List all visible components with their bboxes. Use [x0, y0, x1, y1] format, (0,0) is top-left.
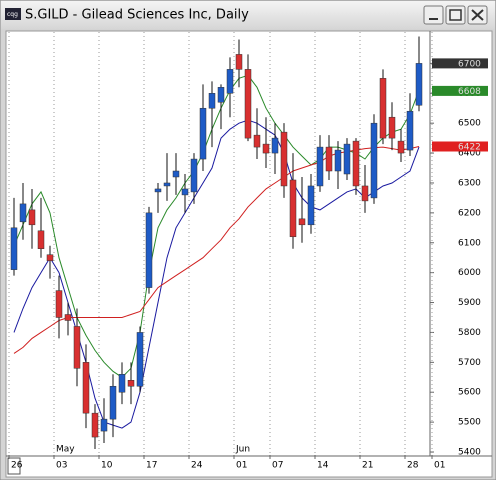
y-tick-label: 6000 [458, 268, 481, 278]
candle-body [19, 203, 27, 223]
x-tick-label: 01 [236, 461, 247, 471]
candle-body [64, 314, 72, 321]
minimize-button[interactable] [423, 5, 444, 25]
candle-body [190, 158, 198, 193]
price-marker [432, 58, 488, 69]
candle-body [217, 87, 225, 103]
corner-box[interactable] [7, 457, 21, 475]
candle-body [271, 137, 279, 154]
candle-body [172, 170, 180, 178]
candle-body [10, 227, 18, 270]
x-tick-label: 28 [407, 461, 419, 471]
candle-body [415, 63, 423, 106]
candle-body [199, 107, 207, 160]
candle-body [343, 143, 351, 175]
candle-body [397, 140, 405, 154]
month-label: Jun [235, 445, 250, 455]
close-button[interactable] [467, 5, 488, 25]
y-tick-label: 6400 [458, 149, 481, 159]
candle-body [226, 69, 234, 94]
candle-body [91, 412, 99, 438]
candle-body [379, 78, 387, 139]
y-tick-label: 5600 [458, 388, 481, 398]
candle-body [100, 418, 108, 432]
x-tick-label: 10 [101, 461, 113, 471]
candle-body [55, 290, 63, 318]
candle-body [163, 182, 171, 187]
candle-body [280, 131, 288, 187]
candle-body [127, 380, 135, 387]
price-marker-label: 6422 [458, 142, 481, 152]
x-tick-label: 14 [317, 461, 329, 471]
candle-body [352, 140, 360, 187]
y-tick-label: 5800 [458, 328, 481, 338]
moving-average-line [13, 146, 420, 354]
candle-body [181, 188, 189, 196]
candle-body [208, 93, 216, 109]
y-tick-label: 6300 [458, 178, 481, 188]
price-marker-label: 6608 [458, 87, 481, 97]
y-tick-label: 5400 [458, 448, 481, 458]
candle-body [154, 188, 162, 193]
y-tick-label: 6100 [458, 238, 481, 248]
candle-body [253, 134, 261, 148]
candle-body [28, 209, 36, 226]
app-icon-glyph: cqg [7, 11, 18, 18]
candle-body [109, 385, 117, 420]
x-tick-label: 01 [434, 461, 445, 471]
candle-body [37, 230, 45, 249]
x-tick-label: 07 [272, 461, 283, 471]
candle-body [145, 212, 153, 288]
app-icon [5, 8, 21, 20]
candle-body [388, 116, 396, 139]
candle-body [298, 218, 306, 226]
candle-body [244, 69, 252, 139]
candle-body [235, 54, 243, 70]
window-title: S.GILD - Gilead Sciences Inc, Daily [25, 8, 249, 23]
x-tick-label: 03 [56, 461, 67, 471]
candle-body [334, 149, 342, 172]
y-tick-label: 6500 [458, 119, 481, 129]
y-tick-label: 5900 [458, 298, 481, 308]
x-tick-label: 26 [11, 461, 23, 471]
candle-body [136, 332, 144, 387]
candle-body [307, 185, 315, 226]
x-tick-label: 17 [146, 461, 157, 471]
maximize-button[interactable] [445, 5, 466, 25]
plot: 5400 5500 5600 5700 5800 5900 6000 6100 6200 6300… [8, 32, 488, 471]
title-bar [1, 1, 495, 29]
candle-body [316, 146, 324, 187]
price-marker [432, 85, 488, 96]
y-tick-label: 6200 [458, 208, 481, 218]
price-marker-label: 6700 [458, 59, 481, 69]
candle-body [370, 122, 378, 199]
candle-body [262, 143, 270, 154]
price-marker [432, 141, 488, 152]
moving-average-line [13, 74, 420, 378]
x-tick-label: 24 [191, 461, 203, 471]
moving-average-line [13, 119, 420, 429]
candle-body [46, 254, 54, 261]
candle-body [82, 362, 90, 414]
candle-body [325, 146, 333, 172]
candle-body [289, 179, 297, 238]
x-tick-label: 21 [362, 461, 373, 471]
y-tick-label: 5500 [458, 418, 481, 428]
y-tick-label: 5700 [458, 358, 481, 368]
candle-body [73, 326, 81, 369]
month-label: May [56, 445, 75, 455]
candle-body [118, 374, 126, 393]
candle-body [361, 185, 369, 202]
candle-body [406, 110, 414, 151]
